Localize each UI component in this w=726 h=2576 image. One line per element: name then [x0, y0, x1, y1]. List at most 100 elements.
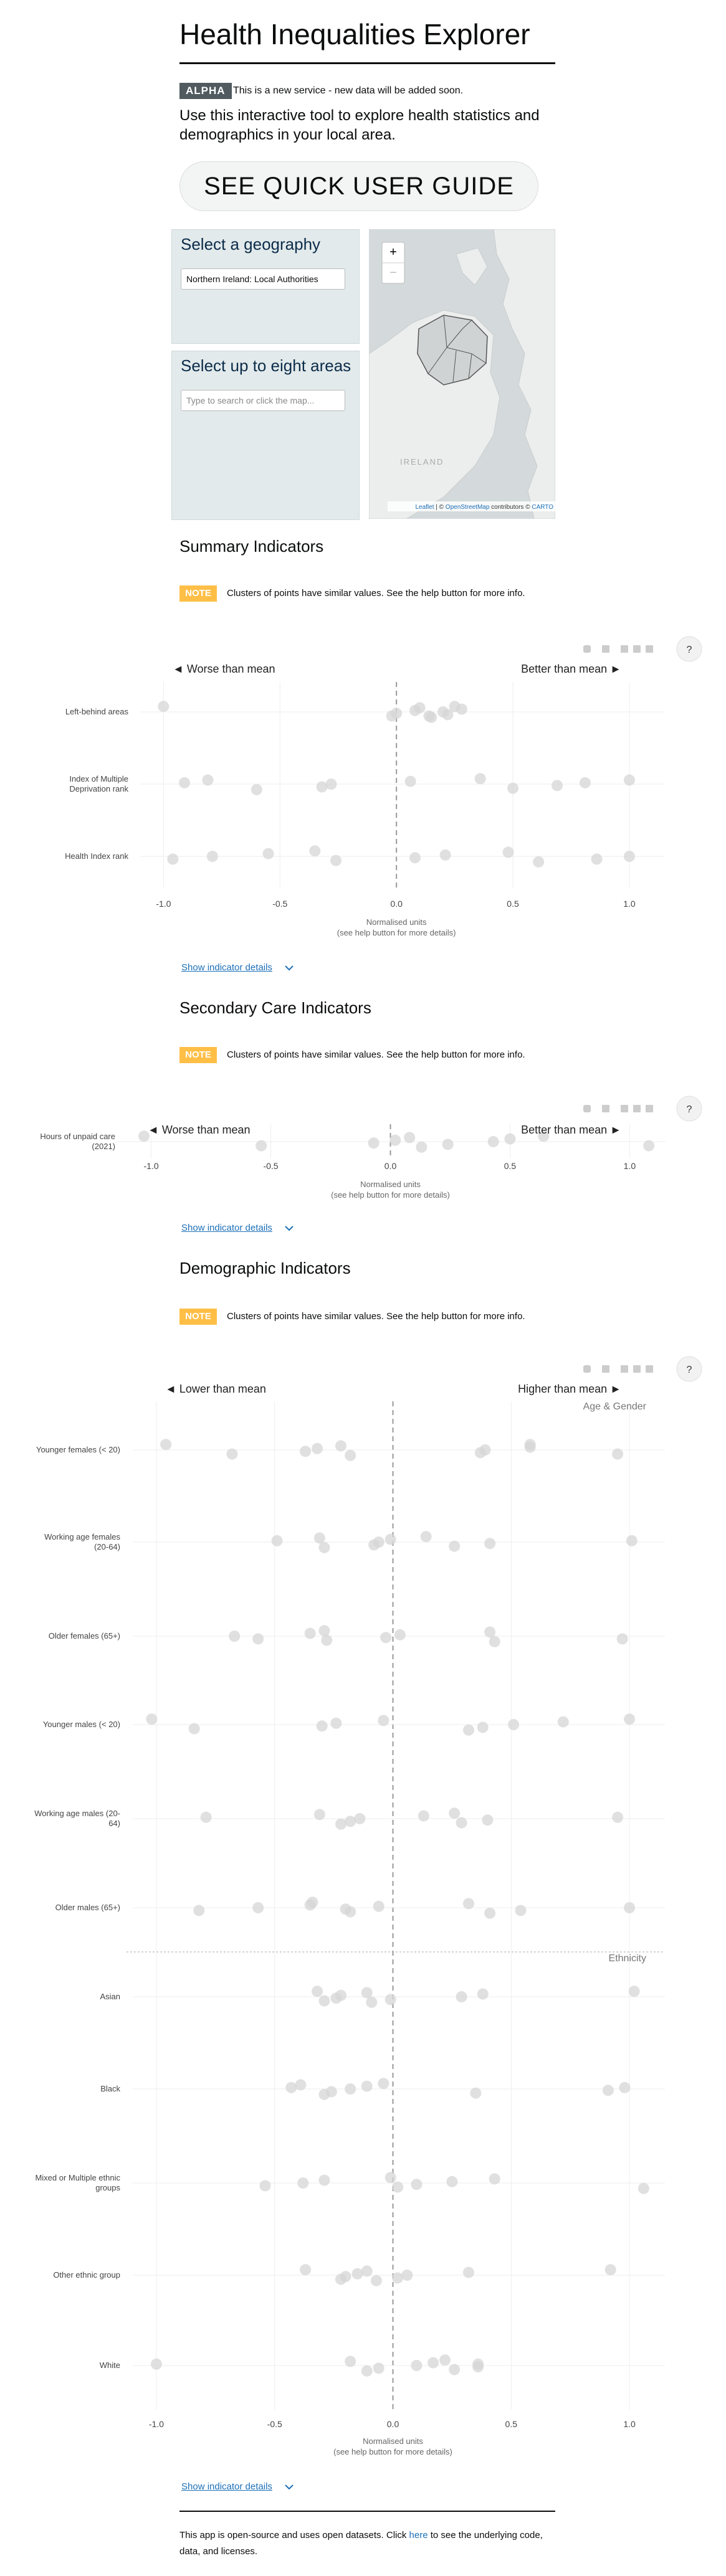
point[interactable] — [612, 1448, 624, 1460]
point[interactable] — [484, 1538, 496, 1550]
point[interactable] — [309, 845, 321, 857]
point[interactable] — [316, 1720, 328, 1732]
point[interactable] — [604, 2264, 616, 2276]
help-button[interactable] — [676, 636, 702, 662]
point[interactable] — [533, 856, 545, 868]
point[interactable] — [507, 782, 519, 794]
point[interactable] — [318, 1541, 330, 1553]
point[interactable] — [384, 1533, 396, 1545]
point[interactable] — [300, 1446, 312, 1457]
point[interactable] — [439, 2354, 451, 2366]
point[interactable] — [427, 2357, 439, 2369]
toolbar-icon[interactable] — [646, 1105, 653, 1112]
point[interactable] — [439, 849, 451, 861]
point[interactable] — [524, 1439, 536, 1451]
point[interactable] — [515, 1905, 527, 1916]
point[interactable] — [474, 773, 486, 785]
point[interactable] — [612, 1811, 624, 1823]
point[interactable] — [146, 1713, 158, 1725]
point[interactable] — [361, 1987, 373, 1999]
point[interactable] — [345, 2356, 356, 2367]
point[interactable] — [252, 1633, 264, 1645]
point[interactable] — [423, 710, 435, 722]
point[interactable] — [179, 777, 191, 788]
toolbar-icon[interactable] — [646, 1365, 653, 1373]
point[interactable] — [252, 1902, 264, 1913]
point[interactable] — [420, 1531, 432, 1543]
point[interactable] — [489, 1636, 500, 1647]
point[interactable] — [462, 1724, 474, 1736]
point[interactable] — [321, 1634, 333, 1646]
point[interactable] — [318, 1625, 330, 1637]
point[interactable] — [487, 1136, 499, 1147]
point[interactable] — [502, 846, 514, 858]
point[interactable] — [449, 1540, 461, 1552]
toolbar-icon[interactable] — [602, 1365, 609, 1373]
toolbar-icon[interactable] — [633, 1105, 641, 1112]
point[interactable] — [373, 1900, 384, 1912]
point[interactable] — [340, 1903, 351, 1915]
point[interactable] — [304, 1627, 316, 1639]
point[interactable] — [446, 2176, 458, 2187]
point[interactable] — [389, 1134, 401, 1146]
point[interactable] — [373, 2362, 384, 2374]
point[interactable] — [325, 779, 337, 790]
footer-link[interactable]: here — [409, 2530, 428, 2540]
point[interactable] — [392, 2181, 404, 2193]
point[interactable] — [206, 851, 218, 862]
point[interactable] — [449, 1807, 461, 1819]
point[interactable] — [449, 2364, 461, 2375]
point[interactable] — [504, 1133, 516, 1145]
point[interactable] — [345, 1449, 356, 1461]
point[interactable] — [462, 2266, 474, 2278]
toolbar-icon[interactable] — [583, 1365, 591, 1373]
point[interactable] — [361, 2265, 373, 2277]
point[interactable] — [318, 1995, 330, 2007]
point[interactable] — [619, 2081, 631, 2093]
point[interactable] — [316, 781, 328, 793]
point[interactable] — [552, 780, 563, 792]
point[interactable] — [628, 1986, 640, 1997]
point[interactable] — [262, 848, 274, 859]
point[interactable] — [335, 1818, 347, 1830]
point[interactable] — [626, 1535, 638, 1546]
point[interactable] — [401, 2270, 413, 2281]
toolbar-icon[interactable] — [602, 645, 609, 653]
toolbar-icon[interactable] — [633, 1365, 641, 1373]
point[interactable] — [442, 1139, 454, 1150]
point[interactable] — [300, 2264, 312, 2276]
point[interactable] — [226, 1448, 238, 1460]
point[interactable] — [325, 2086, 337, 2098]
attr-link[interactable]: Leaflet — [415, 504, 434, 511]
point[interactable] — [256, 1140, 267, 1152]
point[interactable] — [378, 2078, 389, 2090]
point[interactable] — [411, 2360, 423, 2371]
point[interactable] — [477, 1721, 489, 1733]
point[interactable] — [285, 2081, 297, 2093]
point[interactable] — [414, 702, 426, 714]
point[interactable] — [437, 706, 449, 717]
point[interactable] — [384, 2172, 396, 2184]
point[interactable] — [482, 1814, 494, 1826]
point[interactable] — [335, 1440, 347, 1452]
point[interactable] — [456, 1817, 467, 1829]
point[interactable] — [307, 1896, 318, 1908]
point[interactable] — [538, 1130, 550, 1142]
point[interactable] — [202, 774, 214, 786]
point[interactable] — [411, 2179, 423, 2190]
point[interactable] — [391, 708, 403, 719]
point[interactable] — [330, 1717, 342, 1729]
geography-select[interactable]: Northern Ireland: Local Authorities — [181, 268, 345, 290]
point[interactable] — [330, 855, 342, 866]
point[interactable] — [602, 2085, 614, 2096]
point[interactable] — [484, 1907, 496, 1919]
point[interactable] — [624, 1902, 636, 1913]
point[interactable] — [477, 1988, 489, 2000]
point[interactable] — [158, 701, 170, 713]
point[interactable] — [229, 1631, 241, 1642]
point[interactable] — [456, 1991, 467, 2002]
point[interactable] — [340, 2271, 351, 2283]
toolbar-icon[interactable] — [621, 1105, 628, 1112]
point[interactable] — [557, 1716, 569, 1728]
point[interactable] — [313, 1532, 325, 1544]
